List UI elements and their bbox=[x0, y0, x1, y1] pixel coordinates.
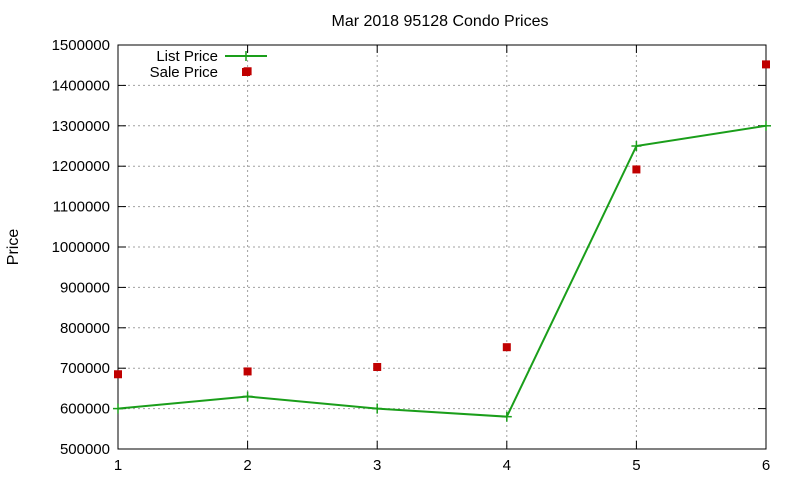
y-tick-label: 1300000 bbox=[52, 118, 110, 135]
legend-swatch-sale-price bbox=[242, 68, 250, 76]
series-1 bbox=[114, 60, 770, 379]
chart-title: Mar 2018 95128 Condo Prices bbox=[331, 13, 548, 30]
y-tick-label: 1500000 bbox=[52, 37, 110, 54]
sale-price-point bbox=[114, 370, 122, 379]
sale-price-point bbox=[762, 60, 770, 69]
sale-price-point bbox=[243, 367, 252, 376]
y-tick-label: 500000 bbox=[60, 441, 110, 458]
x-tick-label: 3 bbox=[373, 457, 381, 474]
y-tick-label: 700000 bbox=[60, 360, 110, 377]
y-tick-label: 1200000 bbox=[52, 158, 110, 175]
sale-price-point bbox=[373, 362, 382, 371]
legend-label-list-price: List Price bbox=[156, 48, 218, 65]
y-tick-label: 800000 bbox=[60, 320, 110, 337]
y-tick-label: 600000 bbox=[60, 401, 110, 418]
series-0 bbox=[113, 120, 771, 422]
x-tick-label: 1 bbox=[114, 457, 122, 474]
x-tick-label: 2 bbox=[243, 457, 251, 474]
axis-ticks: 500000 600000 700000 800000 900000 1000000 110… bbox=[52, 37, 771, 474]
y-tick-label: 900000 bbox=[60, 279, 110, 296]
y-axis-label: Price bbox=[5, 229, 22, 266]
x-tick-label: 6 bbox=[762, 457, 770, 474]
sale-price-point bbox=[502, 343, 511, 352]
grid bbox=[118, 45, 766, 449]
series bbox=[113, 60, 771, 422]
sale-price-point bbox=[632, 165, 641, 174]
list-price-line bbox=[117, 124, 767, 418]
y-tick-label: 1000000 bbox=[52, 239, 110, 256]
x-tick-label: 4 bbox=[503, 457, 511, 474]
x-tick-label: 5 bbox=[632, 457, 640, 474]
y-tick-label: 1100000 bbox=[53, 199, 110, 216]
y-tick-label: 1400000 bbox=[52, 77, 110, 94]
legend-label-sale-price: Sale Price bbox=[150, 64, 218, 81]
